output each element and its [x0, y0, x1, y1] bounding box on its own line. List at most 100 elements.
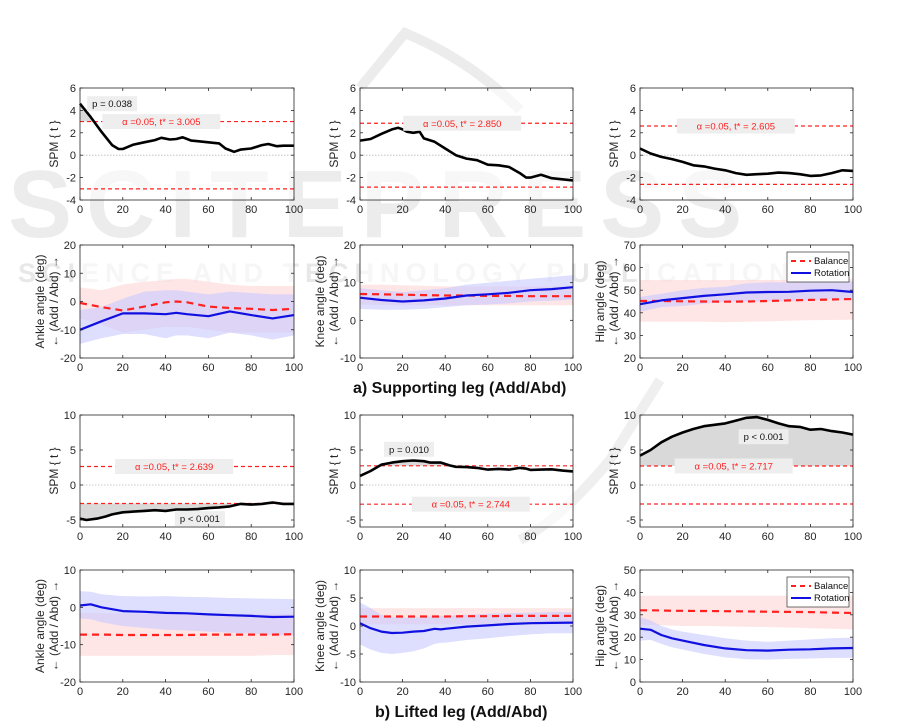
y-axis-label: Hip angle (deg) [593, 260, 607, 342]
x-tick-label: 100 [564, 686, 582, 698]
axes-frame [359, 87, 574, 201]
x-tick-label: 20 [676, 531, 688, 543]
x-tick-label: 40 [719, 204, 731, 216]
x-tick-label: 0 [357, 531, 363, 543]
y-tick-label: -20 [60, 677, 76, 689]
x-tick-label: 80 [245, 531, 257, 543]
y-tick-label: 50 [624, 285, 636, 297]
x-tick-label: 20 [396, 362, 408, 374]
p-value-label: p < 0.001 [744, 432, 784, 443]
x-tick-label: 0 [77, 686, 83, 698]
y-axis-label: SPM { t } [607, 120, 621, 167]
y-tick-label: -5 [66, 515, 76, 527]
y-axis-label: Knee angle (deg) [313, 580, 327, 672]
x-tick-label: 100 [285, 204, 303, 216]
y-axis-label: SPM { t } [47, 447, 61, 494]
mean-line-balance [80, 633, 295, 637]
y-tick-label: 0 [70, 602, 76, 614]
cluster-area [379, 460, 452, 466]
panel-a-angle-ankle: 0 20 40 60 80 100 -20 -10 0 10 20 Ankle angle (deg)… [33, 240, 303, 374]
x-tick-label: 80 [245, 204, 257, 216]
p-value-box [174, 511, 225, 527]
y-tick-label: 0 [70, 297, 76, 309]
y-tick-label: -2 [66, 173, 76, 185]
x-tick-label: 0 [77, 531, 83, 543]
y-tick-label: 4 [630, 105, 636, 117]
panel-a-spm-hip: α =0.05, t* = 2.605 0 20 40 60 80 100 -4 -2 0 2 4 6 S… [607, 83, 862, 216]
y-tick-label: 5 [70, 445, 76, 457]
y-tick-label: 0 [350, 621, 356, 633]
alpha-label-box [115, 459, 234, 475]
y-tick-label: 2 [630, 128, 636, 140]
y-tick-label: 20 [344, 240, 356, 252]
x-tick-label: 20 [676, 362, 688, 374]
y-tick-label: 70 [624, 240, 636, 252]
y-tick-label: 10 [624, 410, 636, 422]
x-tick-label: 0 [357, 686, 363, 698]
x-tick-label: 100 [844, 531, 862, 543]
x-tick-label: 80 [804, 204, 816, 216]
y-tick-label: 50 [624, 565, 636, 577]
x-tick-label: 100 [564, 204, 582, 216]
y-tick-label: 10 [64, 268, 76, 280]
y-tick-label: -10 [60, 640, 76, 652]
x-tick-label: 100 [285, 362, 303, 374]
p-value-box [87, 96, 138, 112]
x-tick-label: 20 [676, 204, 688, 216]
alpha-threshold-label: α =0.05, t* = 2.850 [423, 119, 501, 130]
cluster-area [80, 103, 95, 122]
axes-frame [359, 244, 574, 359]
alpha-threshold-label: α =0.05, t* = 2.605 [697, 122, 775, 133]
x-tick-label: 20 [117, 531, 129, 543]
x-tick-label: 0 [77, 204, 83, 216]
alpha-label-box [676, 118, 795, 134]
y-tick-label: 40 [624, 308, 636, 320]
alpha-label-box [102, 114, 221, 130]
x-tick-label: 100 [844, 362, 862, 374]
legend-label-balance: Balance [814, 581, 848, 592]
x-tick-label: 40 [719, 531, 731, 543]
x-tick-label: 40 [439, 362, 451, 374]
y-tick-label: 6 [70, 83, 76, 95]
alpha-threshold-label: α =0.05, t* = 2.744 [432, 500, 510, 511]
y-tick-label: 10 [344, 565, 356, 577]
alpha-threshold-label: α =0.05, t* = 2.717 [695, 461, 773, 472]
x-tick-label: 100 [564, 531, 582, 543]
x-tick-label: 100 [844, 686, 862, 698]
alpha-threshold-label: α =0.05, t* = 3.005 [122, 117, 200, 128]
x-tick-label: 40 [719, 686, 731, 698]
x-tick-label: 20 [117, 686, 129, 698]
y-tick-label: 4 [350, 105, 356, 117]
mean-line-rotation [79, 603, 295, 619]
y-tick-label: 0 [350, 480, 356, 492]
x-tick-label: 0 [357, 362, 363, 374]
alpha-label-box [411, 496, 530, 512]
x-tick-label: 100 [285, 686, 303, 698]
spm-curve [359, 459, 574, 478]
x-tick-label: 80 [524, 362, 536, 374]
axes-frame [639, 569, 854, 683]
y-tick-label: -10 [60, 325, 76, 337]
x-tick-label: 20 [396, 531, 408, 543]
y-tick-label: 20 [624, 632, 636, 644]
y-tick-label: 0 [70, 480, 76, 492]
p-value-label: p = 0.010 [389, 445, 429, 456]
x-tick-label: 60 [482, 204, 494, 216]
legend-box [786, 251, 850, 283]
y-tick-label: -4 [66, 195, 76, 207]
legend-label-rotation: Rotation [814, 268, 849, 279]
y-tick-label: -10 [340, 353, 356, 365]
axes-frame [639, 414, 854, 528]
y-tick-label: -10 [340, 677, 356, 689]
legend-label-rotation: Rotation [814, 593, 849, 604]
y-tick-label: 10 [344, 410, 356, 422]
x-tick-label: 60 [762, 362, 774, 374]
x-tick-label: 60 [202, 686, 214, 698]
section-title-supporting-leg: a) Supporting leg (Add/Abd) [353, 380, 567, 397]
section-title-lifted-leg: b) Lifted leg (Add/Abd) [375, 704, 548, 721]
y-tick-label: -5 [346, 649, 356, 661]
